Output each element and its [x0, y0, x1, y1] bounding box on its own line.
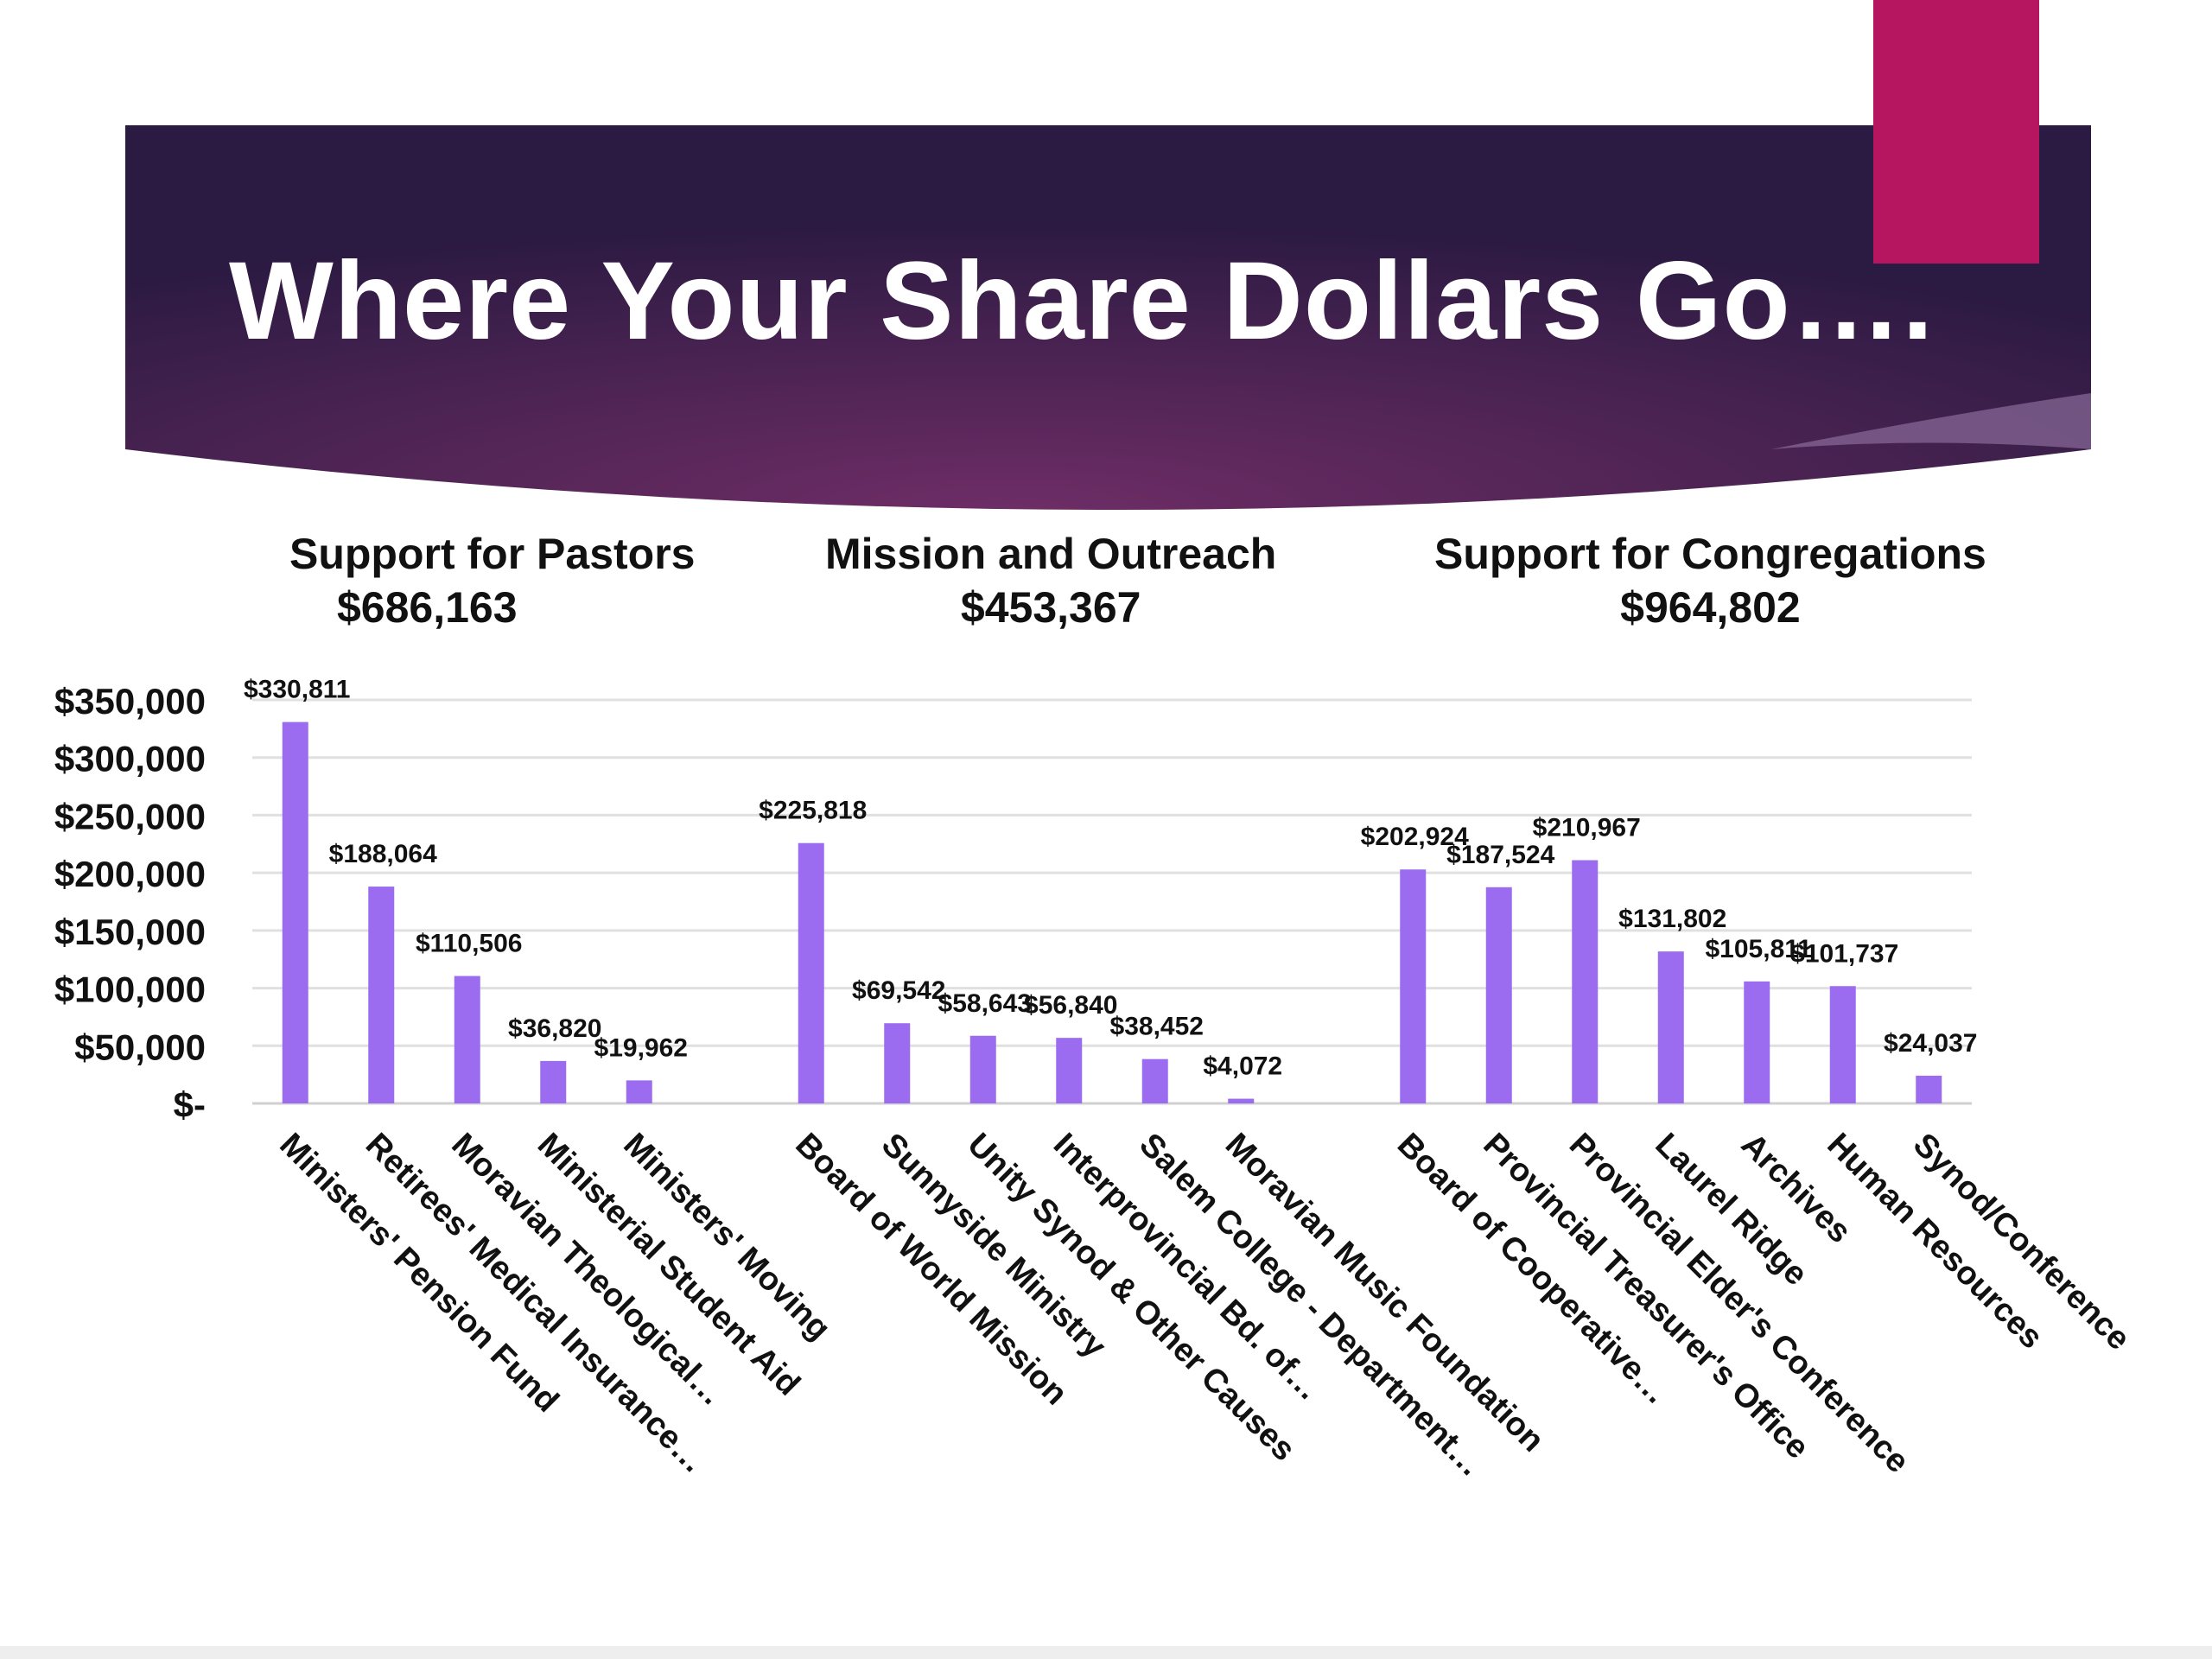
group-total: $453,367: [960, 583, 1141, 632]
y-tick-label: $-: [174, 1084, 206, 1125]
bar: [1916, 1075, 1942, 1103]
data-label: $24,037: [1884, 1029, 1977, 1058]
group-name: Support for Congregations: [1434, 530, 1986, 578]
data-label: $188,064: [329, 840, 437, 868]
data-label: $210,967: [1533, 814, 1641, 842]
category-label: Laurel Ridge: [1648, 1127, 1814, 1293]
banner-shape: [125, 125, 2091, 510]
bar: [282, 721, 308, 1103]
y-tick-label: $50,000: [74, 1027, 206, 1067]
bar: [1056, 1038, 1083, 1103]
bar: [454, 976, 480, 1103]
data-label: $38,452: [1110, 1013, 1204, 1041]
bar: [884, 1023, 911, 1103]
bar: [969, 1035, 996, 1103]
data-label: $36,820: [508, 1014, 601, 1043]
bar: [368, 887, 395, 1103]
y-tick-label: $250,000: [54, 796, 206, 836]
bar: [1829, 986, 1856, 1103]
slide-title: Where Your Share Dollars Go….: [229, 239, 1935, 363]
group-total: $964,802: [1620, 583, 1801, 632]
group-label-congregations: Support for Congregations $964,802: [1434, 527, 1986, 634]
bar: [1228, 1098, 1255, 1103]
bottom-strip: [0, 1646, 2212, 1659]
data-label: $58,643: [938, 989, 1032, 1018]
data-label: $187,524: [1446, 841, 1554, 869]
banner-highlight: [1771, 393, 2091, 449]
accent-tab: [1873, 0, 2039, 264]
bar: [1400, 869, 1427, 1103]
y-tick-label: $150,000: [54, 912, 206, 952]
y-tick-label: $350,000: [54, 681, 206, 721]
group-label-pastors: Support for Pastors $686,163: [289, 527, 695, 634]
bar: [1485, 887, 1512, 1103]
data-label: $225,818: [759, 797, 867, 825]
bar: [1744, 981, 1770, 1103]
data-label: $110,506: [416, 930, 522, 958]
data-label: $56,840: [1024, 991, 1117, 1020]
data-label: $69,542: [852, 976, 945, 1005]
data-label: $131,802: [1618, 905, 1726, 933]
bar: [798, 842, 824, 1103]
bar: [540, 1060, 567, 1103]
data-label: $4,072: [1203, 1052, 1282, 1081]
group-name: Mission and Outreach: [825, 530, 1277, 578]
bar: [1141, 1058, 1168, 1103]
bar: [1657, 951, 1684, 1103]
data-label: $101,737: [1790, 939, 1898, 968]
data-label: $19,962: [594, 1033, 688, 1062]
group-total: $686,163: [337, 583, 518, 632]
group-label-mission: Mission and Outreach $453,367: [825, 527, 1276, 634]
data-label: $330,811: [244, 676, 350, 704]
y-tick-label: $100,000: [54, 969, 206, 1010]
data-label: $105,811: [1706, 935, 1812, 963]
y-tick-label: $300,000: [54, 739, 206, 779]
y-tick-label: $200,000: [54, 854, 206, 894]
data-label: $202,924: [1361, 823, 1469, 851]
bar: [626, 1080, 652, 1103]
bar: [1572, 860, 1599, 1103]
group-name: Support for Pastors: [289, 530, 696, 578]
